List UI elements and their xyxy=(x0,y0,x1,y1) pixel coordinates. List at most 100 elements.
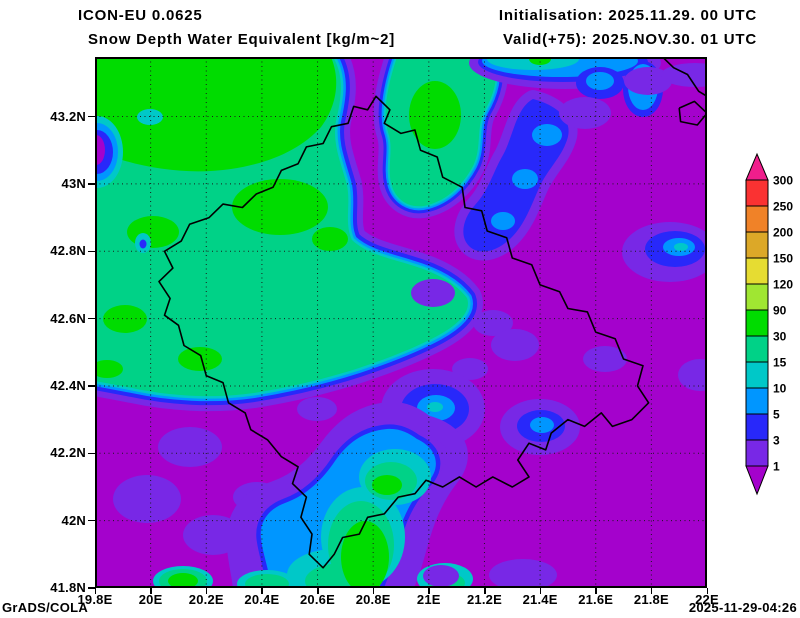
colorbar-tick-label: 300 xyxy=(773,174,793,188)
y-axis-tick-label: 42N xyxy=(61,512,86,528)
x-axis-tick-label: 21.4E xyxy=(522,592,558,607)
contour-region xyxy=(411,279,455,307)
colorbar-segment xyxy=(745,387,769,415)
border-fragment-line xyxy=(661,57,707,97)
contour-region xyxy=(452,358,488,380)
contour-region xyxy=(103,305,147,333)
contour-region xyxy=(341,521,389,588)
grads-credit: GrADS/COLA xyxy=(2,600,89,615)
colorbar-tick-label: 5 xyxy=(773,408,780,422)
contour-region xyxy=(512,169,538,189)
contour-region xyxy=(559,97,611,129)
colorbar-tick-label: 150 xyxy=(773,252,793,266)
contour-region xyxy=(139,239,147,249)
country-border xyxy=(158,57,707,569)
y-axis-tick-label: 41.8N xyxy=(50,580,86,595)
contour-region xyxy=(491,212,515,230)
contour-region xyxy=(245,574,289,588)
contour-region xyxy=(661,63,707,87)
y-axis-tick-label: 42.4N xyxy=(50,377,86,393)
contour-region xyxy=(678,359,707,391)
map-frame xyxy=(95,57,707,588)
x-axis-tick-label: 21E xyxy=(416,592,441,607)
grid-lines xyxy=(95,57,707,588)
y-axis-tick-label: 42.8N xyxy=(50,243,86,259)
x-axis-tick xyxy=(372,588,375,594)
y-axis-tick-label: 42.2N xyxy=(50,445,86,461)
colorbar-segment xyxy=(745,413,769,441)
contour-region xyxy=(427,402,443,412)
x-axis-tick xyxy=(595,588,597,594)
y-axis-tick-label: 43.2N xyxy=(50,108,86,124)
contour-region xyxy=(95,135,105,165)
contour-region xyxy=(232,179,328,235)
x-axis-tick-label: 21.6E xyxy=(578,592,614,607)
contour-region xyxy=(586,72,614,90)
contour-region xyxy=(624,67,672,95)
y-axis-tick-label: 42.6N xyxy=(50,310,86,326)
colorbar-segment xyxy=(745,361,769,389)
x-axis-tick xyxy=(706,588,708,594)
colorbar-scale: 300 250 200 150 120 90 30 15 10 5 3 1 xyxy=(745,152,793,496)
colorbar-tick-label: 90 xyxy=(773,304,787,318)
y-axis-tick xyxy=(88,115,95,118)
x-axis-tick-label: 19.8E xyxy=(77,592,113,607)
valid-time: Valid(+75): 2025.NOV.30. 01 UTC xyxy=(503,31,757,48)
x-axis-tick xyxy=(539,588,542,594)
contour-region xyxy=(95,57,337,172)
snow-depth-map xyxy=(95,57,707,588)
x-axis-tick xyxy=(484,588,486,594)
colorbar-segment xyxy=(745,179,769,207)
contour-region xyxy=(113,475,181,523)
border-fragment-line xyxy=(678,100,707,126)
colorbar-tick-label: 10 xyxy=(773,382,787,396)
colorbar-tick-label: 120 xyxy=(773,278,793,292)
colorbar-segment xyxy=(745,231,769,259)
colorbar-tick-label: 1 xyxy=(773,460,780,474)
generation-timestamp: 2025-11-29-04:26 xyxy=(688,600,797,615)
contour-region xyxy=(530,417,554,433)
contour-region xyxy=(674,243,688,251)
colorbar-arrow-bottom xyxy=(745,465,769,496)
parameter-title: Snow Depth Water Equivalent [kg/m~2] xyxy=(88,31,396,48)
colorbar-tick-label: 250 xyxy=(773,200,793,214)
colorbar-segment xyxy=(745,283,769,311)
x-axis-tick-label: 21.2E xyxy=(467,592,502,607)
map-plot-area xyxy=(95,57,707,588)
country-border-line xyxy=(158,95,650,569)
contour-region xyxy=(95,360,123,378)
contour-region xyxy=(178,347,222,371)
y-axis-tick xyxy=(88,317,95,320)
contour-region xyxy=(312,227,348,251)
y-axis-tick xyxy=(88,587,95,589)
x-axis-tick xyxy=(150,588,152,594)
x-axis-tick-label: 20.4E xyxy=(244,592,280,607)
colorbar-tick-label: 30 xyxy=(773,330,787,344)
snow-depth-contours xyxy=(95,57,707,588)
x-axis-tick xyxy=(261,588,263,594)
colorbar-tick-label: 3 xyxy=(773,434,780,448)
y-axis-tick xyxy=(88,183,95,185)
contour-region xyxy=(127,216,179,248)
colorbar-segment xyxy=(745,335,769,363)
contour-region xyxy=(473,310,513,336)
contour-region xyxy=(158,427,222,467)
x-axis-tick-label: 20.8E xyxy=(355,592,391,607)
y-axis-tick xyxy=(88,452,95,454)
x-axis-tick xyxy=(317,588,319,594)
colorbar-segment xyxy=(745,439,769,467)
colorbar-segment xyxy=(745,257,769,285)
contour-region xyxy=(583,346,627,372)
x-axis-tick-label: 20E xyxy=(138,592,163,607)
colorbar-tick-label: 15 xyxy=(773,356,787,370)
y-axis-tick-label: 43N xyxy=(61,175,86,191)
contour-region xyxy=(168,573,198,588)
colorbar-arrow-top xyxy=(745,152,769,181)
contour-region xyxy=(423,565,459,587)
x-axis-tick xyxy=(650,588,653,594)
x-axis-tick xyxy=(428,588,430,594)
contour-region xyxy=(491,329,539,361)
x-axis-tick-label: 20.6E xyxy=(300,592,335,607)
contour-region xyxy=(297,397,337,421)
